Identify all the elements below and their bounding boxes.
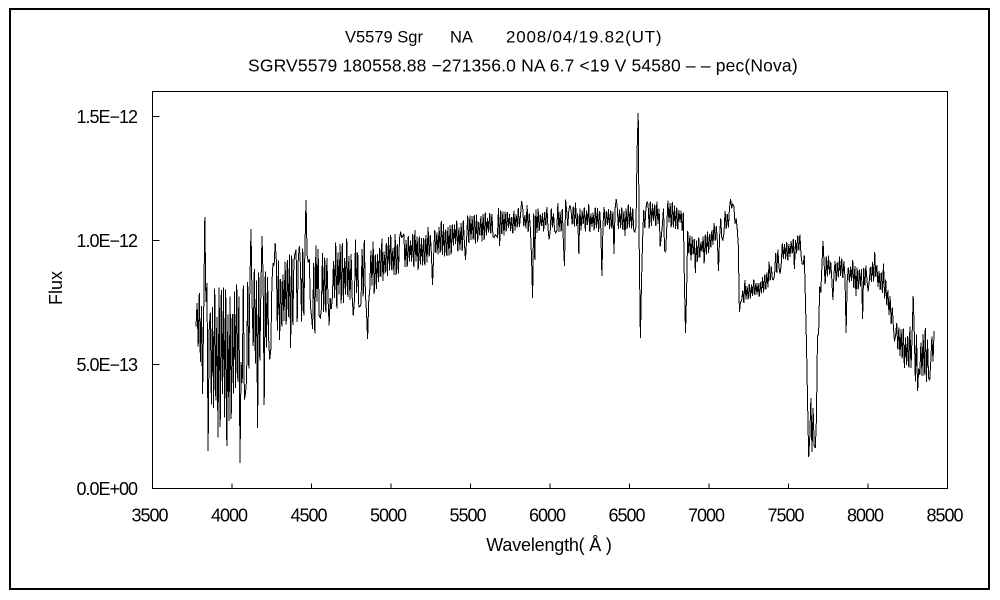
svg-text:3500: 3500 [131, 506, 168, 526]
svg-text:Wavelength( Å ): Wavelength( Å ) [486, 535, 611, 555]
svg-text:5500: 5500 [449, 506, 486, 526]
svg-text:4000: 4000 [211, 506, 248, 526]
svg-text:7500: 7500 [767, 506, 804, 526]
svg-text:6000: 6000 [529, 506, 566, 526]
svg-text:NA: NA [450, 29, 473, 47]
svg-text:V5579 Sgr: V5579 Sgr [345, 29, 423, 47]
svg-text:5.0E−13: 5.0E−13 [76, 355, 138, 375]
svg-text:SGRV5579 180558.88 −271356.0 N: SGRV5579 180558.88 −271356.0 NA 6.7 <19 … [248, 56, 798, 76]
svg-text:Flux: Flux [46, 271, 66, 305]
svg-text:1.0E−12: 1.0E−12 [76, 231, 138, 251]
svg-text:0.0E+00: 0.0E+00 [76, 479, 138, 499]
svg-text:8000: 8000 [847, 506, 884, 526]
svg-text:5000: 5000 [370, 506, 407, 526]
svg-text:4500: 4500 [290, 506, 327, 526]
svg-text:1.5E−12: 1.5E−12 [76, 107, 138, 127]
svg-text:6500: 6500 [608, 506, 645, 526]
svg-text:8500: 8500 [926, 506, 963, 526]
svg-text:7000: 7000 [688, 506, 725, 526]
svg-text:2008/04/19.82(UT): 2008/04/19.82(UT) [506, 28, 662, 47]
